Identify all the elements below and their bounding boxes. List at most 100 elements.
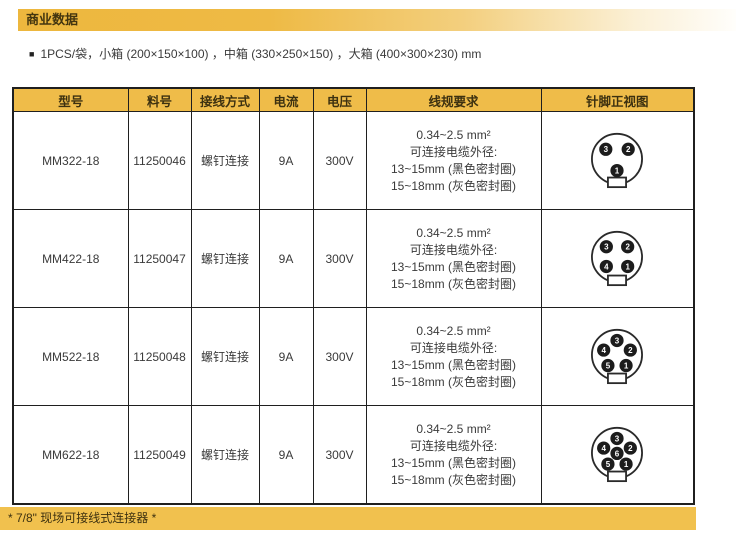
cell-part-no: 11250046 [127,111,192,210]
wire-spec-line: 0.34~2.5 mm² [416,225,491,240]
cell-wire-spec: 0.34~2.5 mm² 可连接电缆外径: 13~15mm (黑色密封圈) 15… [365,307,542,406]
cell-current: 9A [258,209,314,308]
wire-spec-line: 可连接电缆外径: [409,438,498,453]
cell-model: MM522-18 [12,307,129,406]
connector-pin [599,259,614,273]
connector-keyway [607,274,628,286]
connector-keyway [607,470,628,482]
connector-pin-number: 5 [606,459,611,468]
connector-pin [597,440,611,455]
connector-pin-number: 3 [615,336,620,345]
connector-pin-number: 2 [626,242,631,251]
connector-pin-number: 1 [624,459,629,468]
cell-current: 9A [258,111,314,210]
square-bullet-icon: ■ [29,49,35,59]
table-row: MM622-18 11250049 螺钉连接 9A 300V 0.34~2.5 … [12,405,695,505]
col-header-current: 电流 [258,87,314,112]
connector-pin-number: 1 [626,262,631,271]
wire-spec-line: 15~18mm (灰色密封圈) [390,472,517,487]
pin-front-view-diagram: 3 2 1 [591,132,644,188]
connector-pin [601,456,615,471]
wire-spec-line: 0.34~2.5 mm² [416,323,491,338]
cell-wire-spec: 0.34~2.5 mm² 可连接电缆外径: 13~15mm (黑色密封圈) 15… [365,405,542,505]
cell-model: MM622-18 [12,405,129,505]
connector-keyway [607,176,628,188]
col-header-wire-spec: 线规要求 [365,87,542,112]
connector-pin-number: 4 [602,345,607,354]
cell-wire-spec: 0.34~2.5 mm² 可连接电缆外径: 13~15mm (黑色密封圈) 15… [365,111,542,210]
cell-connection: 螺钉连接 [190,209,260,308]
connector-pin-number: 3 [604,145,609,154]
cell-voltage: 300V [312,405,367,505]
section-title: 商业数据 [26,12,79,27]
cell-connection: 螺钉连接 [190,307,260,406]
wire-spec-line: 13~15mm (黑色密封圈) [390,161,517,176]
wire-spec-line: 13~15mm (黑色密封圈) [390,455,517,470]
col-header-voltage: 电压 [312,87,367,112]
cell-voltage: 300V [312,209,367,308]
spec-table: 型号 料号 接线方式 电流 电压 线规要求 针脚正视图 MM322-18 112… [12,87,695,505]
wire-spec-line: 15~18mm (灰色密封圈) [390,178,517,193]
connector-pin-number: 6 [615,449,620,458]
connector-pin-number: 5 [606,361,611,370]
section-title-bar: 商业数据 [18,9,736,31]
connector-pin [623,440,638,455]
pin-front-view-diagram: 34 2 5 1 [591,328,644,384]
connector-pin [619,358,633,372]
cell-connection: 螺钉连接 [190,111,260,210]
wire-spec-line: 0.34~2.5 mm² [416,421,491,436]
connector-pin-number: 3 [604,242,609,251]
footer-note-bar: * 7/8" 现场可接线式连接器 * [0,507,696,530]
col-header-part-no: 料号 [127,87,192,112]
cell-connection: 螺钉连接 [190,405,260,505]
connector-pin [601,358,615,372]
wire-spec-line: 可连接电缆外径: [409,242,498,257]
wire-spec-line: 可连接电缆外径: [409,144,498,159]
connector-pin-number: 2 [628,443,633,452]
cell-pin-view: 3 2 1 [540,111,695,210]
connector-pin [599,142,613,156]
connector-pin [610,446,624,460]
packaging-note-text: 1PCS/袋，小箱 (200×150×100) ，中箱 (330×250×150… [40,47,482,61]
wire-spec-line: 15~18mm (灰色密封圈) [390,374,517,389]
cell-current: 9A [258,405,314,505]
cell-current: 9A [258,307,314,406]
connector-pin-number: 1 [615,166,620,175]
cell-voltage: 300V [312,111,367,210]
table-row: MM322-18 11250046 螺钉连接 9A 300V 0.34~2.5 … [12,111,695,210]
connector-pin [621,259,635,273]
connector-pin-number: 2 [628,345,633,354]
connector-pin [599,239,614,253]
connector-pin-number: 3 [615,434,620,443]
wire-spec-line: 13~15mm (黑色密封圈) [390,259,517,274]
cell-model: MM422-18 [12,209,129,308]
connector-pin [621,239,635,253]
col-header-pin-view: 针脚正视图 [540,87,695,112]
packaging-note: ■ 1PCS/袋，小箱 (200×150×100) ，中箱 (330×250×15… [29,45,481,62]
wire-spec-line: 13~15mm (黑色密封圈) [390,357,517,372]
cell-pin-view: 3 2 4 1 [540,209,695,308]
cell-voltage: 300V [312,307,367,406]
col-header-model: 型号 [12,87,129,112]
connector-pin [623,342,638,357]
connector-pin [610,333,624,347]
cell-model: MM322-18 [12,111,129,210]
cell-part-no: 11250049 [127,405,192,505]
wire-spec-line: 0.34~2.5 mm² [416,127,491,142]
cell-part-no: 11250047 [127,209,192,308]
col-header-connection: 接线方式 [190,87,260,112]
wire-spec-line: 可连接电缆外径: [409,340,498,355]
cell-part-no: 11250048 [127,307,192,406]
connector-pin [619,456,633,471]
connector-pin-number: 1 [624,361,629,370]
table-row: MM422-18 11250047 螺钉连接 9A 300V 0.34~2.5 … [12,209,695,308]
pin-front-view-diagram: 34 25 16 [591,426,644,482]
connector-pin [610,431,624,445]
footer-note-text: * 7/8" 现场可接线式连接器 * [8,511,157,525]
connector-pin-number: 4 [604,262,609,271]
connector-pin [621,142,636,156]
cell-wire-spec: 0.34~2.5 mm² 可连接电缆外径: 13~15mm (黑色密封圈) 15… [365,209,542,308]
connector-pin-number: 4 [602,443,607,452]
